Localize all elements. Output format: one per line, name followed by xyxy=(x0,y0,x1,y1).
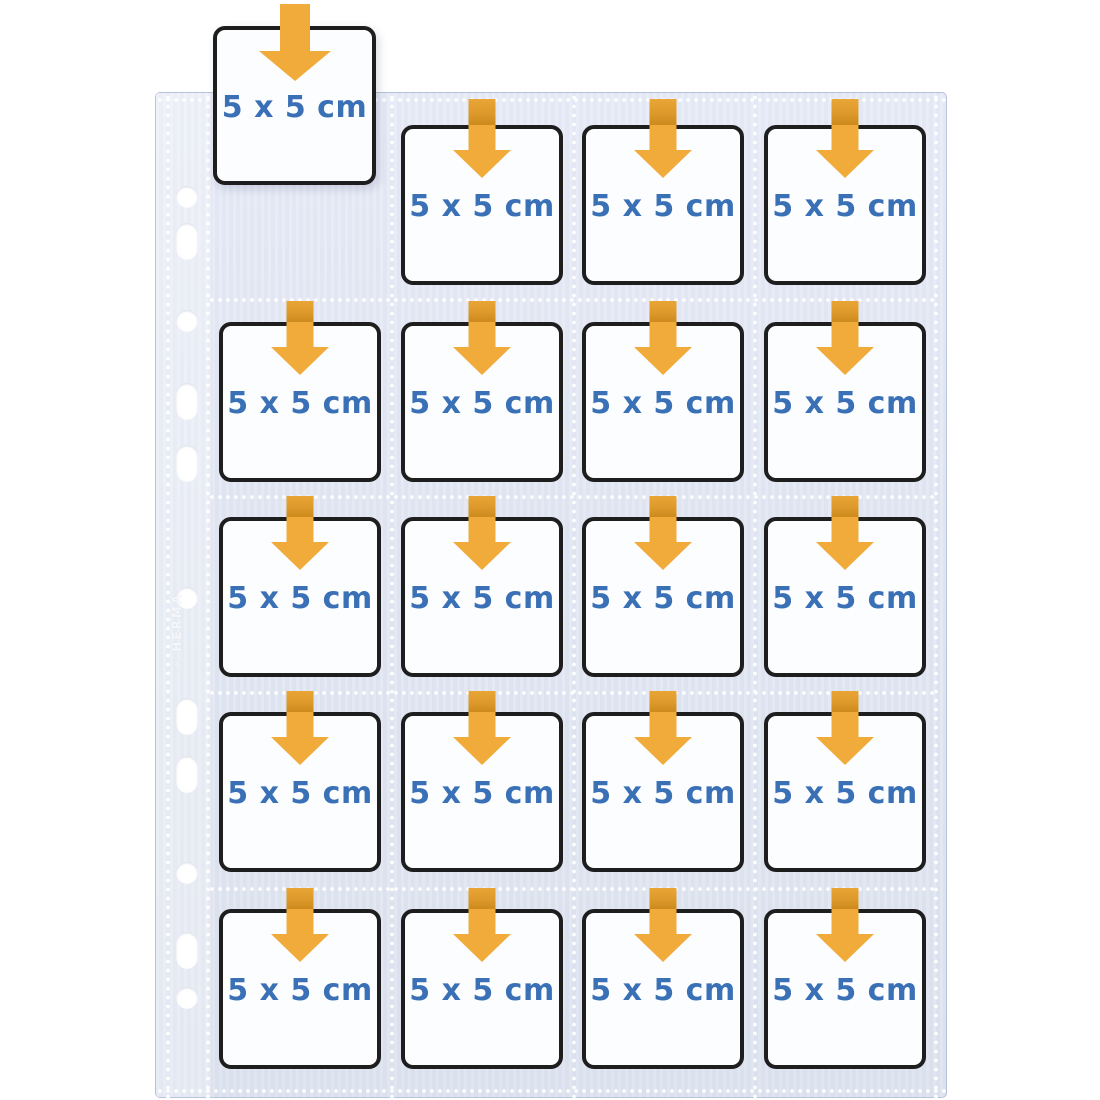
pocket-size-label: 5 x 5 cm xyxy=(409,386,555,421)
pocket-card: 5 x 5 cm xyxy=(582,691,744,872)
punch-hole xyxy=(176,186,198,208)
pocket-size-label: 5 x 5 cm xyxy=(227,581,373,616)
pocket-size-label: 5 x 5 cm xyxy=(590,386,736,421)
weld-seam xyxy=(156,1087,948,1093)
weld-seam xyxy=(156,96,948,102)
weld-seam xyxy=(932,93,938,1099)
weld-seam xyxy=(751,93,757,1099)
weld-seam xyxy=(570,93,576,1099)
weld-seam xyxy=(388,93,394,1099)
pocket-size-label: 5 x 5 cm xyxy=(772,973,918,1008)
punch-hole xyxy=(176,987,198,1009)
pocket-card: 5 x 5 cm xyxy=(582,99,744,285)
punch-hole xyxy=(176,932,198,969)
pocket-card: 5 x 5 cm xyxy=(582,301,744,482)
pocket-size-label: 5 x 5 cm xyxy=(221,90,368,125)
punch-hole xyxy=(176,445,198,482)
pocket-card: 5 x 5 cm xyxy=(401,691,563,872)
pocket-card: 5 x 5 cm xyxy=(219,888,381,1069)
pocket-size-label: 5 x 5 cm xyxy=(409,581,555,616)
weld-seam xyxy=(208,689,934,695)
pocket-size-label: 5 x 5 cm xyxy=(227,386,373,421)
weld-seam xyxy=(208,885,934,891)
weld-seam xyxy=(208,296,934,302)
pocket-size-label: 5 x 5 cm xyxy=(590,189,736,224)
pocket-size-label: 5 x 5 cm xyxy=(772,189,918,224)
pocket-size-label: 5 x 5 cm xyxy=(590,776,736,811)
pocket-size-label: 5 x 5 cm xyxy=(227,776,373,811)
punch-hole xyxy=(176,862,198,884)
weld-seam xyxy=(208,493,934,499)
pocket-card: 5 x 5 cm xyxy=(401,301,563,482)
punch-hole xyxy=(176,383,198,420)
weld-seam xyxy=(164,93,170,1099)
pocket-size-label: 5 x 5 cm xyxy=(409,776,555,811)
pocket-size-label: 5 x 5 cm xyxy=(772,581,918,616)
pocket-size-label: 5 x 5 cm xyxy=(590,581,736,616)
pocket-size-label: 5 x 5 cm xyxy=(409,973,555,1008)
pocket-size-label: 5 x 5 cm xyxy=(409,189,555,224)
pocket-card: 5 x 5 cm xyxy=(764,888,926,1069)
herma-embossed-text: « HERMA xyxy=(170,593,184,668)
pocket-card: 5 x 5 cm xyxy=(764,691,926,872)
pocket-card: 5 x 5 cm xyxy=(219,496,381,677)
pocket-card: 5 x 5 cm xyxy=(582,496,744,677)
punch-hole xyxy=(176,698,198,735)
pocket-card: 5 x 5 cm xyxy=(401,99,563,285)
pocket-card: 5 x 5 cm xyxy=(219,301,381,482)
weld-seam xyxy=(204,93,210,1099)
pocket-card: 5 x 5 cm xyxy=(582,888,744,1069)
pocket-card: 5 x 5 cm xyxy=(401,888,563,1069)
punch-hole xyxy=(176,310,198,332)
pocket-card: 5 x 5 cm xyxy=(764,99,926,285)
pocket-size-label: 5 x 5 cm xyxy=(227,973,373,1008)
pocket-card: 5 x 5 cm xyxy=(219,691,381,872)
punch-hole xyxy=(176,756,198,793)
pocket-size-label: 5 x 5 cm xyxy=(590,973,736,1008)
pocket-card: 5 x 5 cm xyxy=(764,496,926,677)
punch-hole xyxy=(176,223,198,260)
pocket-size-label: 5 x 5 cm xyxy=(772,386,918,421)
punch-hole xyxy=(176,587,198,609)
inserted-photo-card: 5 x 5 cm xyxy=(213,4,376,185)
pocket-size-label: 5 x 5 cm xyxy=(772,776,918,811)
pocket-card: 5 x 5 cm xyxy=(401,496,563,677)
pocket-card: 5 x 5 cm xyxy=(764,301,926,482)
